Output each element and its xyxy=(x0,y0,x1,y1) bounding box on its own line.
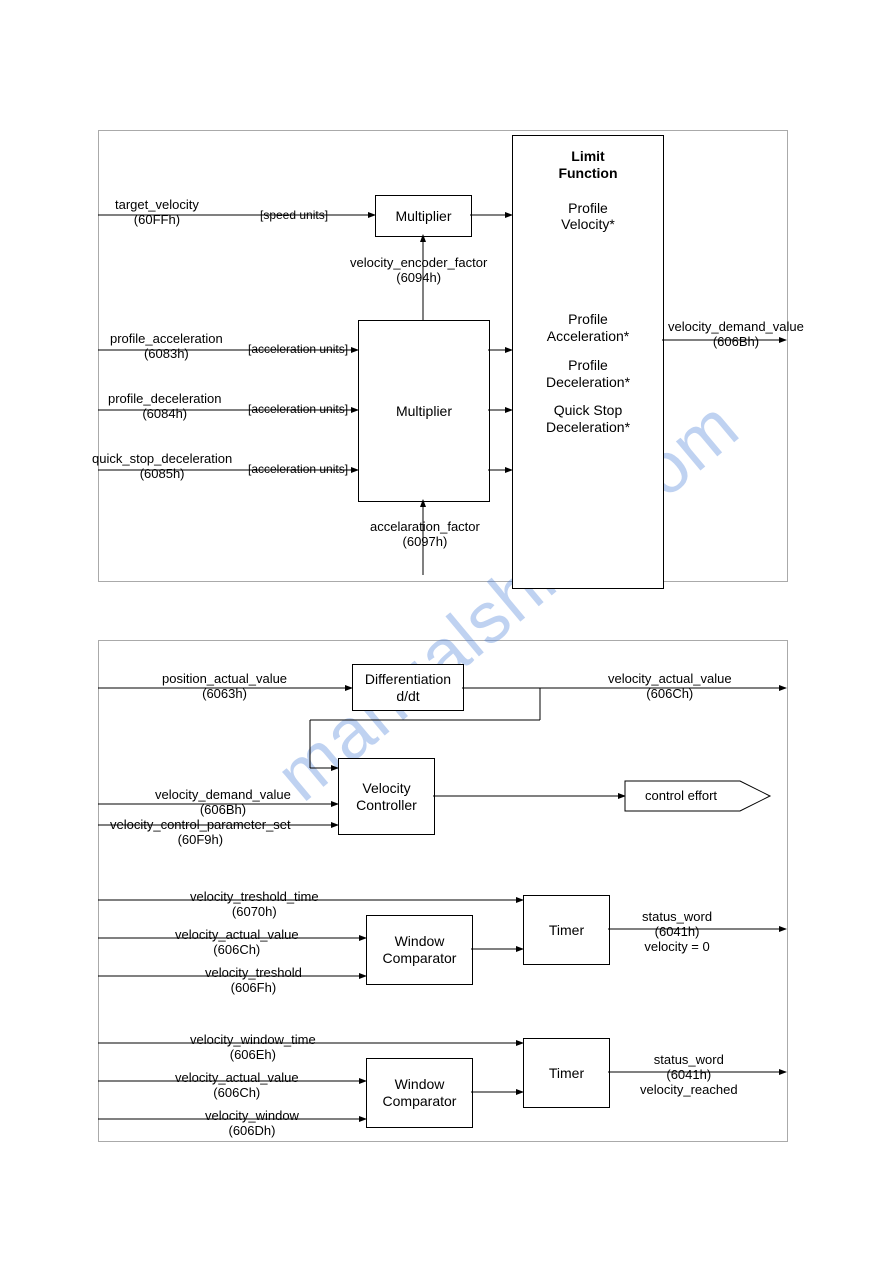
window-comparator-1-box: Window Comparator xyxy=(366,915,473,985)
vel-actual-out-label: velocity_actual_value (606Ch) xyxy=(608,672,732,702)
vel-win-time-label: velocity_window_time (606Eh) xyxy=(190,1033,316,1063)
diff-label-2: d/dt xyxy=(396,688,419,705)
timer2-label: Timer xyxy=(549,1065,584,1082)
differentiation-box: Differentiation d/dt xyxy=(352,664,464,711)
pos-actual-label: position_actual_value (6063h) xyxy=(162,672,287,702)
vel-enc-factor-label: velocity_encoder_factor (6094h) xyxy=(350,256,487,286)
vel-window-label: velocity_window (606Dh) xyxy=(205,1109,299,1139)
profile-decel-label: profile_deceleration (6084h) xyxy=(108,392,221,422)
profile-accel-label: profile_acceleration (6083h) xyxy=(110,332,223,362)
diff-label-1: Differentiation xyxy=(365,671,451,688)
wc1-label-2: Comparator xyxy=(383,950,457,967)
vel-actual-3-label: velocity_actual_value (606Ch) xyxy=(175,1071,299,1101)
vel-demand-in-label: velocity_demand_value (606Bh) xyxy=(155,788,291,818)
limit-title-2: Function xyxy=(558,165,617,182)
accel-units-3: [acceleration units] xyxy=(248,462,348,476)
velocity-controller-box: Velocity Controller xyxy=(338,758,435,835)
multiplier-2-box: Multiplier xyxy=(358,320,490,502)
multiplier-2-label: Multiplier xyxy=(396,403,452,420)
accel-factor-label: accelaration_factor (6097h) xyxy=(370,520,480,550)
timer-2-box: Timer xyxy=(523,1038,610,1108)
vctrl-label-1: Velocity xyxy=(362,780,410,797)
limit-function-box: Limit Function Profile Velocity* Profile… xyxy=(512,135,664,589)
control-effort-label: control effort xyxy=(645,789,717,804)
status-word-2-label: status_word (6041h) velocity_reached xyxy=(640,1053,738,1098)
timer-1-box: Timer xyxy=(523,895,610,965)
accel-units-1: [acceleration units] xyxy=(248,342,348,356)
watermark: manualshive.com xyxy=(261,385,754,818)
vel-ctrl-param-label: velocity_control_parameter_set (60F9h) xyxy=(110,818,291,848)
timer1-label: Timer xyxy=(549,922,584,939)
vctrl-label-2: Controller xyxy=(356,797,417,814)
wc2-label-1: Window xyxy=(395,1076,445,1093)
wc1-label-1: Window xyxy=(395,933,445,950)
limit-qs2: Deceleration* xyxy=(546,419,630,436)
wc2-label-2: Comparator xyxy=(383,1093,457,1110)
limit-title-1: Limit xyxy=(571,148,604,165)
limit-pa2: Acceleration* xyxy=(547,328,630,345)
quick-stop-label: quick_stop_deceleration (6085h) xyxy=(92,452,232,482)
limit-qs1: Quick Stop xyxy=(554,402,622,419)
limit-pv2: Velocity* xyxy=(561,216,615,233)
vel-actual-2-label: velocity_actual_value (606Ch) xyxy=(175,928,299,958)
limit-pv1: Profile xyxy=(568,200,608,217)
vel-tresh-time-label: velocity_treshold_time (6070h) xyxy=(190,890,319,920)
speed-units-label: [speed units] xyxy=(260,208,328,222)
limit-pa1: Profile xyxy=(568,311,608,328)
vel-demand-out-label: velocity_demand_value (606Bh) xyxy=(668,320,804,350)
multiplier-1-box: Multiplier xyxy=(375,195,472,237)
limit-pd1: Profile xyxy=(568,357,608,374)
limit-pd2: Deceleration* xyxy=(546,374,630,391)
target-velocity-label: target_velocity (60FFh) xyxy=(115,198,199,228)
window-comparator-2-box: Window Comparator xyxy=(366,1058,473,1128)
multiplier-1-label: Multiplier xyxy=(395,208,451,225)
vel-tresh-label: velocity_treshold (606Fh) xyxy=(205,966,302,996)
status-word-1-label: status_word (6041h) velocity = 0 xyxy=(642,910,712,955)
accel-units-2: [acceleration units] xyxy=(248,402,348,416)
